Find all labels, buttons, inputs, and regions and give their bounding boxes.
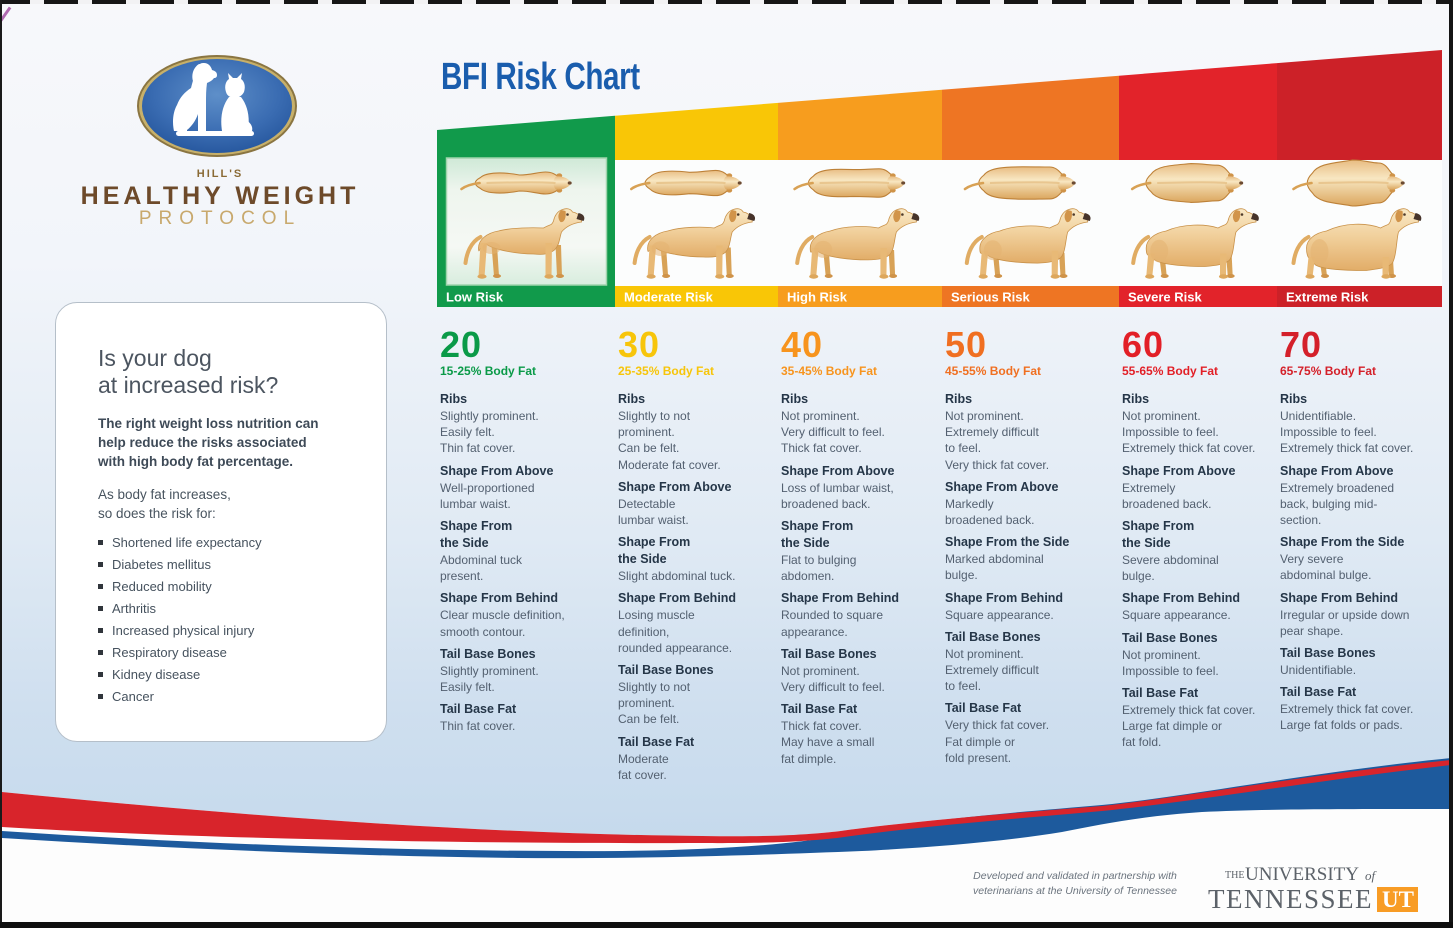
svg-text:High Risk: High Risk	[787, 290, 848, 305]
svg-text:UT: UT	[1382, 887, 1414, 912]
svg-text:Low Risk: Low Risk	[446, 290, 504, 305]
svg-text:Moderate Risk: Moderate Risk	[624, 290, 714, 305]
svg-text:Serious Risk: Serious Risk	[951, 290, 1031, 305]
svg-text:TENNESSEE: TENNESSEE	[1208, 884, 1373, 914]
svg-text:Severe Risk: Severe Risk	[1128, 290, 1202, 305]
svg-text:Extreme Risk: Extreme Risk	[1286, 290, 1369, 305]
svg-text:of: of	[1365, 868, 1378, 883]
svg-text:THE: THE	[1225, 870, 1244, 881]
svg-text:UNIVERSITY: UNIVERSITY	[1245, 864, 1359, 885]
